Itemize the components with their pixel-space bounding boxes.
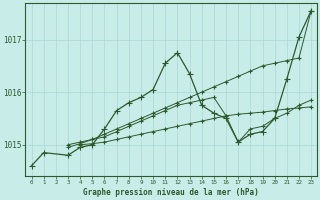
X-axis label: Graphe pression niveau de la mer (hPa): Graphe pression niveau de la mer (hPa) (84, 188, 259, 197)
